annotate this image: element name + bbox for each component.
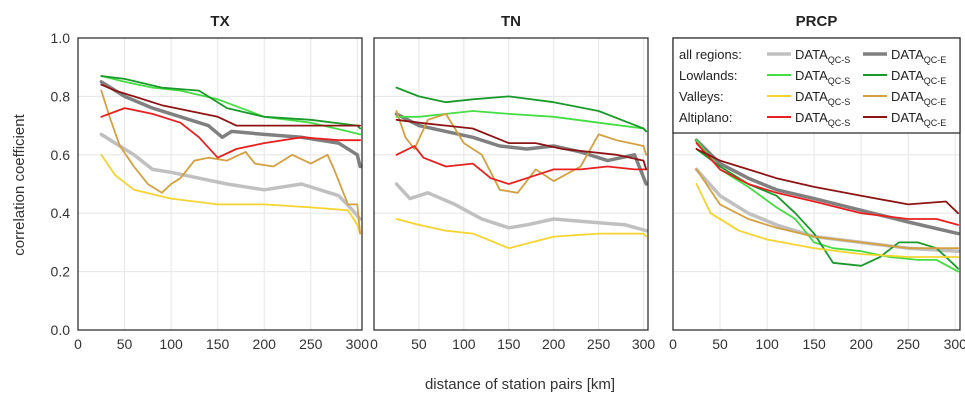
series-tn <box>394 86 648 250</box>
x-tick-label: 250 <box>587 336 611 352</box>
legend-row-label: Valleys: <box>679 89 724 104</box>
legend-entry-qc-e: DATAQC-E <box>891 68 946 86</box>
legend: all regions: DATAQC-S DATAQC-E Lowlands: DAT… <box>672 37 961 134</box>
legend-row-label: all regions: <box>679 47 742 62</box>
x-tick-label: 150 <box>802 336 826 352</box>
legend-row-lowlands: Lowlands: DATAQC-S DATAQC-E <box>679 68 946 86</box>
panel-tn: TN 0 50 100 150 200 250 300 <box>370 13 655 352</box>
series-line-prcp-altiplano-qc-e <box>695 148 959 215</box>
series-line-prcp-altiplano-qc-s <box>695 142 959 226</box>
series-line-tx-lowlands-qc-e <box>100 75 361 130</box>
series-line-tx-altiplano-qc-s <box>100 107 361 159</box>
series-line-tx-altiplano-qc-e <box>100 83 361 127</box>
series-line-prcp-valleys-qc-e <box>695 168 959 250</box>
x-tick-label: 300 <box>944 336 965 352</box>
series-line-tn-lowlands-qc-s <box>395 110 648 133</box>
x-tick-label: 300 <box>632 336 656 352</box>
legend-row-altiplano: Altiplano: DATAQC-S DATAQC-E <box>679 110 946 128</box>
series-prcp <box>694 138 960 273</box>
y-tick-label: 0.2 <box>51 264 71 280</box>
series-line-tn-all-regions-qc-e <box>394 112 648 186</box>
series-line-tx-valleys-qc-e <box>100 89 361 235</box>
legend-entry-qc-e: DATAQC-E <box>891 89 946 107</box>
series-line-prcp-valleys-qc-s <box>695 183 959 258</box>
series-line-prcp-lowlands-qc-s <box>695 139 959 273</box>
x-tick-label: 100 <box>159 336 183 352</box>
y-tick-label: 0.4 <box>51 205 71 221</box>
legend-entry-qc-s: DATAQC-S <box>795 68 850 86</box>
panel-title-prcp: PRCP <box>796 13 838 30</box>
y-tick-label: 1.0 <box>51 30 71 46</box>
y-tick-label: 0.0 <box>51 322 71 338</box>
x-tick-label: 250 <box>897 336 921 352</box>
y-tick-label: 0.8 <box>51 88 71 104</box>
panel-title-tx: TX <box>210 13 229 30</box>
series-line-tx-all-regions-qc-e <box>99 80 362 169</box>
plot-frame-tn <box>373 37 649 331</box>
x-tick-label: 200 <box>542 336 566 352</box>
series-line-tn-all-regions-qc-s <box>394 182 648 233</box>
legend-entry-qc-e: DATAQC-E <box>891 47 946 65</box>
legend-box <box>672 37 961 134</box>
legend-entry-qc-s: DATAQC-S <box>795 89 850 107</box>
series-tx <box>99 75 362 235</box>
series-line-tn-lowlands-qc-e <box>395 86 648 133</box>
x-axis-label: distance of station pairs [km] <box>425 376 615 393</box>
series-line-tx-lowlands-qc-s <box>100 75 361 136</box>
x-tick-label: 50 <box>712 336 728 352</box>
x-tick-label: 150 <box>206 336 230 352</box>
x-tick-label: 0 <box>74 336 82 352</box>
series-line-prcp-all-regions-qc-e <box>694 138 960 236</box>
panel-title-tn: TN <box>501 13 521 30</box>
x-tick-label: 100 <box>755 336 779 352</box>
x-tick-label: 100 <box>452 336 476 352</box>
series-line-tn-altiplano-qc-s <box>395 145 648 185</box>
legend-row-label: Lowlands: <box>679 68 738 83</box>
series-line-tx-all-regions-qc-s <box>99 132 362 221</box>
series-line-tn-valleys-qc-e <box>395 110 648 194</box>
legend-row-label: Altiplano: <box>679 110 732 125</box>
series-line-tn-altiplano-qc-e <box>395 118 648 171</box>
x-tick-label: 50 <box>117 336 133 352</box>
x-tick-label: 300 <box>346 336 370 352</box>
x-tick-label: 0 <box>370 336 378 352</box>
series-line-tn-valleys-qc-s <box>395 218 648 250</box>
legend-entry-qc-e: DATAQC-E <box>891 110 946 128</box>
x-tick-label: 200 <box>850 336 874 352</box>
legend-row-valleys: Valleys: DATAQC-S DATAQC-E <box>679 89 946 107</box>
x-tick-label: 150 <box>497 336 521 352</box>
plot-frame-tx <box>77 37 363 331</box>
x-tick-label: 250 <box>299 336 323 352</box>
series-line-tx-valleys-qc-s <box>100 153 361 235</box>
x-tick-label: 0 <box>669 336 677 352</box>
legend-row-all-regions: all regions: DATAQC-S DATAQC-E <box>679 47 946 65</box>
y-tick-label: 0.6 <box>51 147 71 163</box>
x-tick-label: 200 <box>253 336 277 352</box>
legend-entry-qc-s: DATAQC-S <box>795 47 850 65</box>
legend-entry-qc-s: DATAQC-S <box>795 110 850 128</box>
x-tick-label: 50 <box>411 336 427 352</box>
panel-tx: TX 0 50 100 150 200 250 300 0.0 0.2 0.4 0.6 0.8 1.0 <box>51 13 370 352</box>
y-axis-label: correlation coefficient <box>11 113 28 255</box>
